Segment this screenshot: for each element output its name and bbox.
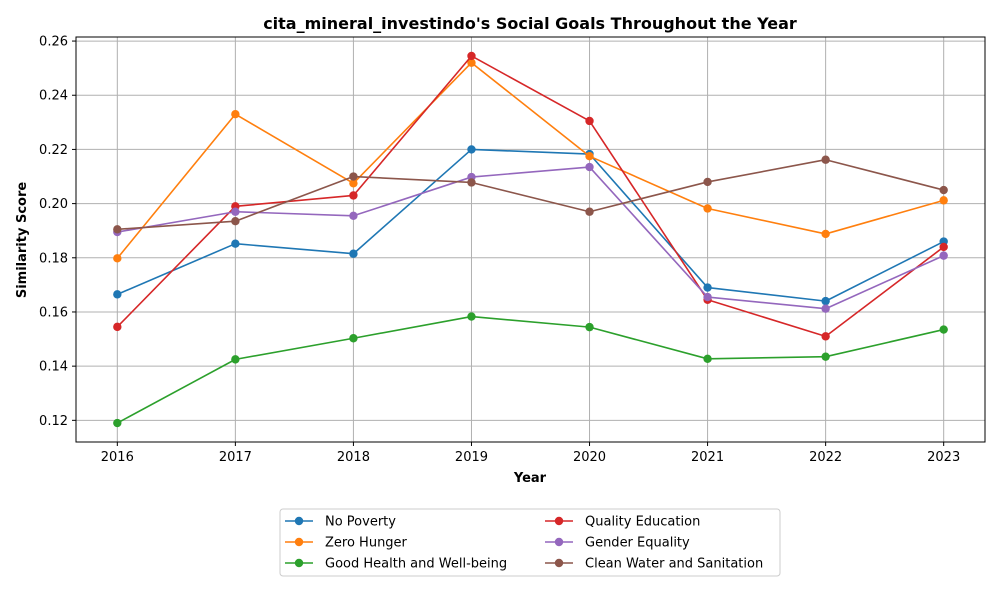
data-point (821, 304, 830, 313)
legend-marker (294, 537, 304, 547)
data-point (231, 217, 240, 226)
y-axis-label: Similarity Score (15, 182, 30, 299)
legend-item: Quality Education (545, 515, 700, 530)
data-point (821, 155, 830, 164)
data-point (349, 249, 358, 258)
x-tick-label: 2022 (809, 450, 842, 465)
x-tick-label: 2019 (455, 450, 488, 465)
data-point (703, 177, 712, 187)
legend-label: Good Health and Well-being (325, 557, 507, 572)
data-point (113, 254, 122, 263)
data-point (467, 178, 476, 187)
legend-item: No Poverty (285, 515, 396, 530)
x-axis-label: Year (513, 471, 547, 486)
chart-title: cita_mineral_investindo's Social Goals T… (263, 14, 797, 33)
series-gender-equality (113, 162, 948, 313)
data-point (939, 185, 948, 195)
series-no-poverty (113, 145, 948, 306)
legend-marker (554, 537, 564, 547)
x-tick-label: 2018 (337, 450, 370, 465)
y-tick-label: 0.20 (39, 197, 68, 212)
data-point (939, 251, 948, 260)
data-point (821, 296, 830, 306)
series-lines (113, 51, 948, 428)
data-point (467, 58, 476, 67)
series-good-health-and-well-being (113, 312, 948, 428)
data-point (939, 196, 948, 205)
series-zero-hunger (113, 58, 948, 263)
x-tick-label: 2021 (691, 450, 724, 465)
legend-label: Clean Water and Sanitation (585, 557, 763, 572)
data-point (467, 51, 476, 61)
data-point (703, 204, 712, 213)
y-tick-label: 0.14 (39, 360, 68, 375)
data-point (703, 292, 712, 302)
y-tick-label: 0.24 (39, 89, 68, 104)
series-line (117, 166, 945, 310)
legend-label: Zero Hunger (325, 536, 408, 551)
data-point (231, 207, 240, 216)
data-point (585, 207, 594, 216)
data-point (113, 225, 122, 234)
plot-frame (75, 36, 986, 443)
series-clean-water-and-sanitation (113, 155, 948, 234)
legend-label: No Poverty (325, 515, 396, 530)
legend-item: Good Health and Well-being (285, 557, 507, 572)
series-line (117, 158, 944, 231)
series-line (116, 55, 945, 338)
data-point (585, 322, 594, 332)
data-point (113, 290, 122, 299)
data-point (349, 334, 358, 343)
data-point (585, 116, 594, 126)
legend: No Poverty Zero Hunger Good Health and Wel… (279, 508, 781, 577)
legend-marker (554, 516, 564, 526)
data-point (585, 162, 594, 172)
x-tick-label: 2017 (219, 450, 252, 465)
data-point (703, 283, 712, 292)
data-point (585, 151, 594, 161)
x-axis-ticks: 2016 2017 2018 2019 2020 2021 2022 2023 (101, 442, 960, 465)
x-tick-label: 2023 (927, 450, 960, 465)
data-point (113, 322, 122, 332)
legend-label: Quality Education (585, 515, 700, 530)
data-point (821, 332, 830, 341)
legend-item: Zero Hunger (285, 536, 408, 551)
data-point (349, 172, 358, 181)
data-point (467, 312, 476, 321)
data-point (467, 145, 476, 154)
legend-marker (554, 558, 564, 568)
legend-box (279, 508, 781, 577)
data-point (349, 179, 358, 188)
y-tick-label: 0.12 (39, 414, 68, 429)
data-point (349, 191, 358, 200)
y-tick-label: 0.22 (39, 143, 68, 158)
x-tick-label: 2016 (101, 450, 134, 465)
data-point (231, 355, 240, 364)
legend-item: Gender Equality (545, 536, 690, 551)
legend-marker (294, 516, 304, 526)
x-tick-label: 2020 (573, 450, 606, 465)
y-tick-label: 0.26 (39, 35, 68, 50)
data-point (821, 352, 830, 361)
grid (76, 37, 985, 442)
legend-marker (294, 558, 304, 568)
series-line (116, 315, 944, 424)
data-point (113, 418, 122, 428)
data-point (349, 211, 358, 220)
legend-label: Gender Equality (585, 536, 690, 551)
legend-item: Clean Water and Sanitation (545, 557, 763, 572)
data-point (703, 354, 712, 364)
series-line (116, 61, 944, 259)
y-axis-ticks: 0.12 0.14 0.16 0.18 0.20 0.22 0.24 0.26 (39, 35, 76, 429)
y-tick-label: 0.18 (39, 251, 68, 266)
data-point (231, 110, 240, 119)
series-line (117, 148, 945, 302)
data-point (939, 325, 948, 334)
y-tick-label: 0.16 (39, 305, 68, 320)
data-point (821, 229, 830, 239)
data-point (231, 239, 240, 248)
data-point (939, 242, 948, 252)
